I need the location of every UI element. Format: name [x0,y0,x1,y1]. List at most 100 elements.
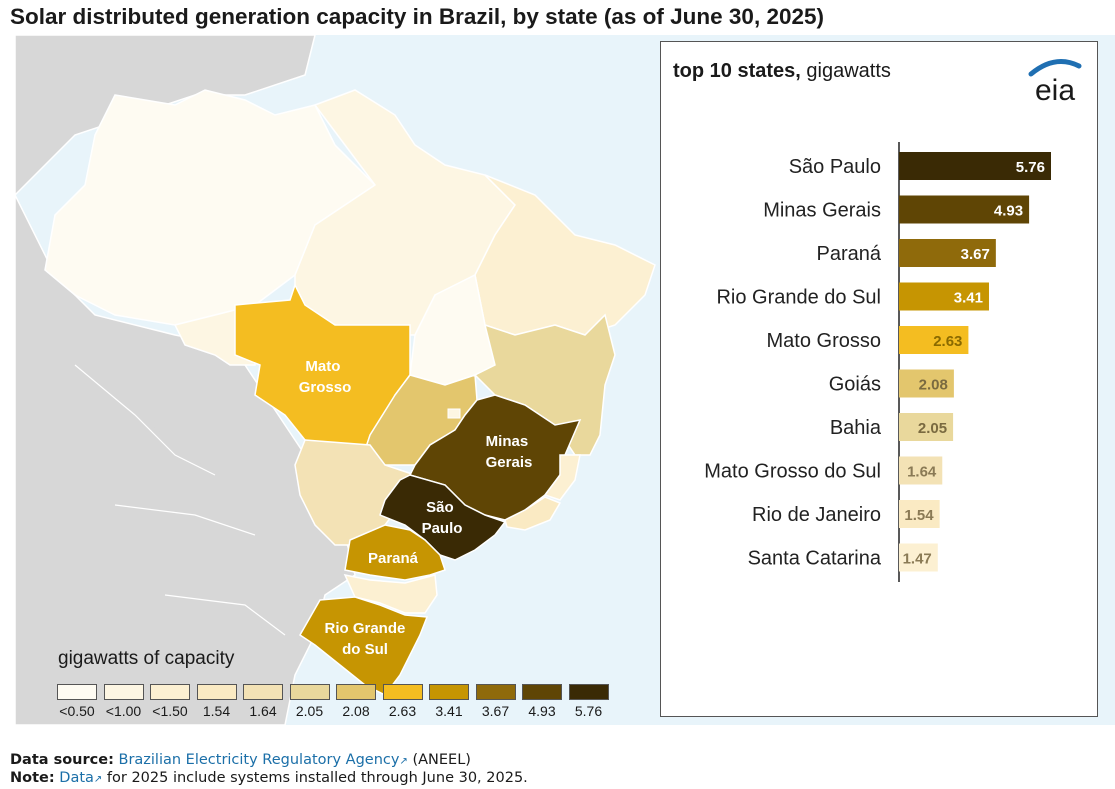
legend-item: <1.00 [102,684,146,719]
category-label: Rio de Janeiro [752,504,881,526]
legend-swatch [568,684,609,700]
legend-title: gigawatts of capacity [58,648,235,669]
bar [899,239,996,267]
label-sao-paulo: São Paulo [422,499,463,537]
legend-label: 5.76 [574,703,603,719]
eia-logo-swoosh [1028,59,1082,77]
map-labels: Mato Grosso Minas Gerais São Paulo Paran… [299,358,533,658]
value-label: 4.93 [994,203,1023,220]
state-santa-catarina [343,573,438,614]
label-rio-grande-do-sul: Rio Grande do Sul [324,620,409,658]
legend-swatch [150,684,190,700]
legend-label: <1.50 [152,703,188,719]
value-label: 1.54 [904,507,934,524]
category-label: São Paulo [789,156,881,178]
bar [899,195,1030,224]
legend-label: <1.00 [105,703,142,719]
bar-chart-title-rest: gigawatts [806,60,891,82]
source-rest: (ANEEL) [412,752,471,768]
legend-item: 2.63 [381,684,425,719]
bar [899,500,940,528]
category-label: Rio Grande do Sul [716,287,881,309]
bar [899,413,954,441]
legend-item: 1.54 [195,684,239,719]
legend-swatch [57,684,97,700]
eia-logo: eia [1028,59,1082,106]
note-link[interactable]: Data [59,770,94,786]
value-label: 1.64 [907,464,937,481]
value-label: 2.08 [919,377,948,394]
value-label: 2.05 [918,420,947,437]
external-link-icon[interactable]: ↗ [399,756,408,767]
legend-label: 1.64 [249,703,277,719]
label-parana: Paraná [368,550,419,567]
legend-item: 4.93 [520,684,564,719]
legend-label: 4.93 [528,703,556,719]
legend-item: <1.50 [148,684,192,719]
legend-swatch [103,684,144,700]
note-label: Note: [10,770,55,786]
bar [899,152,1051,180]
legend-item: 3.41 [427,684,471,719]
legend-item: 2.05 [288,684,332,719]
legend-item: 2.08 [334,684,378,719]
legend-swatch [522,684,562,700]
country-borders [74,364,286,636]
state-sao-paulo [379,474,507,561]
category-label: Santa Catarina [748,548,882,570]
legend-label: 1.54 [202,703,231,719]
category-label: Paraná [817,243,882,265]
legend-swatch [196,684,237,700]
state-distrito-federal [447,408,461,419]
bar-chart-title: top 10 states, gigawatts [673,60,891,83]
brazil-states [44,89,656,696]
footer: Data source: Brazilian Electricity Regul… [10,752,528,788]
footer-source: Data source: Brazilian Electricity Regul… [10,752,528,770]
note-rest: for 2025 include systems installed throu… [106,770,528,786]
value-label: 5.76 [1016,159,1045,176]
legend-label: 3.67 [481,703,510,719]
source-label: Data source: [10,752,114,768]
category-label: Minas Gerais [763,200,881,222]
legend-swatch [429,684,469,700]
chart-title: Solar distributed generation capacity in… [10,4,824,29]
bar [899,326,969,354]
category-label: Mato Grosso do Sul [704,461,881,483]
bar-chart-panel: top 10 states, gigawatts eia São Paulo 5.… [660,41,1098,717]
category-label: Bahia [830,417,882,439]
label-minas-gerais: Minas Gerais [486,433,533,471]
state-parana [344,524,446,581]
state-rio-de-janeiro [504,496,562,531]
bar-chart: São Paulo 5.76 Minas Gerais 4.93 Paraná 3.67 R… [704,142,1051,582]
state-rio-grande-do-sul [299,596,429,696]
legend-label: 2.63 [388,703,417,719]
brazil-map: Mato Grosso Minas Gerais São Paulo Paran… [15,35,656,725]
category-label: Mato Grosso [767,330,881,352]
footer-note: Note: Data↗ for 2025 include systems ins… [10,770,528,788]
bar [899,369,954,398]
legend-label: 2.05 [295,703,324,719]
bar [899,282,989,311]
label-mato-grosso: Mato Grosso [299,358,352,396]
legend-item: 5.76 [567,684,611,719]
state-espirito-santo [543,454,581,501]
bar [899,543,938,572]
value-label: 1.47 [903,551,932,568]
legend-swatch [289,684,330,700]
bar [899,456,943,485]
value-label: 2.63 [933,333,962,350]
bar-chart-title-bold: top 10 states, [673,60,801,82]
value-label: 3.41 [954,290,983,307]
legend-item: <0.50 [55,684,99,719]
legend-swatch [475,684,516,700]
eia-logo-text: eia [1035,74,1075,106]
value-label: 3.67 [961,246,990,263]
legend-swatch [336,684,376,700]
legend-label: 2.08 [342,703,370,719]
source-link[interactable]: Brazilian Electricity Regulatory Agency [118,752,400,768]
legend-label: <0.50 [59,703,95,719]
legend-item: 3.67 [474,684,518,719]
legend-swatch [382,684,423,700]
external-link-icon[interactable]: ↗ [93,774,103,785]
legend-item: 1.64 [241,684,285,719]
